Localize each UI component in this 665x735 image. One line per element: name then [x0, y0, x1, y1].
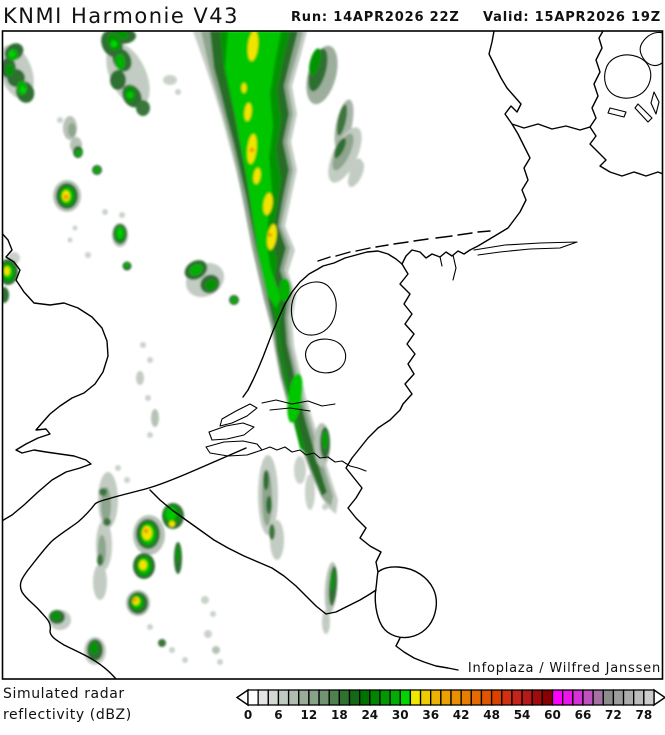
colorbar-cell	[643, 689, 655, 706]
border-fr-de	[395, 637, 459, 671]
colorbar-cell	[582, 689, 594, 706]
colorbar-tick-label: 36	[422, 708, 439, 722]
colorbar-cell	[633, 689, 645, 706]
colorbar-cell	[277, 689, 290, 706]
colorbar-cell	[247, 689, 259, 706]
colorbar-cell	[430, 689, 442, 706]
colorbar-cell	[521, 689, 533, 706]
colorbar-cell	[409, 689, 422, 706]
radar-cells-northwest	[2, 31, 181, 123]
colorbar-cell	[389, 689, 401, 706]
colorbar-cell	[501, 689, 513, 706]
colorbar-cell	[369, 689, 381, 706]
wadden-islands	[317, 230, 491, 262]
colorbar: 0 6 12 18 24 30 36 42 48 54 60 66 72 78	[235, 688, 665, 722]
valid-timestamp: Valid: 15APR2026 19Z	[483, 10, 661, 25]
colorbar-cell	[399, 689, 412, 706]
colorbar-cell	[440, 689, 452, 706]
colorbar-cell	[490, 689, 503, 706]
colorbar-tick-label: 66	[575, 708, 592, 722]
colorbar-cell	[470, 689, 483, 706]
radar-cells-west	[2, 116, 239, 438]
map-canvas: Infoplaza / Wilfred Janssen	[2, 31, 663, 679]
coastline-german-bight	[401, 31, 531, 265]
colorbar-tick-label: 48	[483, 708, 500, 722]
coastlines-layer	[2, 31, 663, 679]
radar-reflectivity-layer	[2, 31, 365, 665]
colorbar-tick-label: 24	[361, 708, 378, 722]
radar-streaks-belgium	[258, 455, 328, 560]
colorbar-cell	[419, 689, 432, 706]
colorbar-cell	[348, 689, 361, 706]
border-nl-de	[345, 263, 416, 573]
colorbar-cell	[480, 689, 493, 706]
colorbar-cell	[298, 689, 310, 706]
colorbar-cell	[450, 689, 462, 706]
colorbar-cell	[318, 689, 330, 706]
jade-inlet	[439, 256, 443, 267]
colorbar-tick-label: 72	[605, 708, 622, 722]
coastline-england	[2, 232, 109, 522]
colorbar-tick-label: 60	[544, 708, 561, 722]
colorbar-cell	[328, 689, 341, 706]
colorbar-left-arrow-icon	[235, 688, 249, 707]
colorbar-tick-label: 6	[274, 708, 282, 722]
coastline-zeeland-delta	[205, 403, 367, 472]
colorbar-tick-label: 12	[301, 708, 318, 722]
colorbar-cell	[358, 689, 371, 706]
border-luxembourg	[374, 566, 438, 639]
flevoland-polder	[305, 338, 347, 374]
colorbar-cell	[460, 689, 472, 706]
coastline-holland	[242, 250, 403, 398]
radar-patch-denmark	[328, 127, 365, 187]
colorbar-tick-label: 78	[635, 708, 652, 722]
colorbar-cell	[602, 689, 615, 706]
colorbar-cell	[551, 689, 564, 706]
colorbar-tick-label: 18	[331, 708, 348, 722]
colorbar-cell	[592, 689, 604, 706]
run-timestamp: Run: 14APR2026 22Z	[291, 10, 460, 25]
colorbar-tick-label: 30	[392, 708, 409, 722]
map-frame	[1, 30, 664, 680]
legend-label-line2: reflectivity (dBZ)	[3, 707, 132, 723]
radar-band-north-sea	[193, 31, 363, 634]
attribution: Infoplaza / Wilfred Janssen	[468, 661, 661, 676]
colorbar-cell	[379, 689, 391, 706]
coastline-denmark	[511, 31, 663, 177]
radar-band-cores	[241, 31, 277, 250]
colorbar-right-arrow-icon	[653, 688, 665, 707]
page-title: KNMI Harmonie V43	[3, 4, 239, 28]
colorbar-tick-label: 54	[514, 708, 531, 722]
colorbar-cell	[531, 689, 544, 706]
colorbar-cell	[338, 689, 351, 706]
border-fr-be	[149, 489, 377, 615]
colorbar-cell	[562, 689, 574, 706]
colorbar-cell	[267, 689, 280, 706]
ijsselmeer-lake	[290, 281, 337, 336]
rhine-rivers	[261, 399, 336, 412]
colorbar-cell	[287, 689, 300, 706]
colorbar-tick-labels: 0 6 12 18 24 30 36 42 48 54 60 66 72 78	[244, 708, 652, 722]
colorbar-cell	[572, 689, 584, 706]
colorbar-cell	[622, 689, 635, 706]
coastline-france	[19, 447, 247, 679]
colorbar-cells	[247, 689, 655, 706]
colorbar-cell	[257, 689, 269, 706]
elbe-estuary	[473, 241, 578, 256]
legend-label-line1: Simulated radar	[3, 686, 125, 702]
colorbar-cell	[541, 689, 554, 706]
colorbar-cell	[511, 689, 523, 706]
colorbar-tick-label: 0	[244, 708, 252, 722]
colorbar-cell	[612, 689, 625, 706]
radar-cells-france-belgium	[49, 465, 223, 665]
colorbar-cell	[308, 689, 320, 706]
weser-river	[452, 254, 457, 281]
colorbar-tick-label: 42	[453, 708, 470, 722]
